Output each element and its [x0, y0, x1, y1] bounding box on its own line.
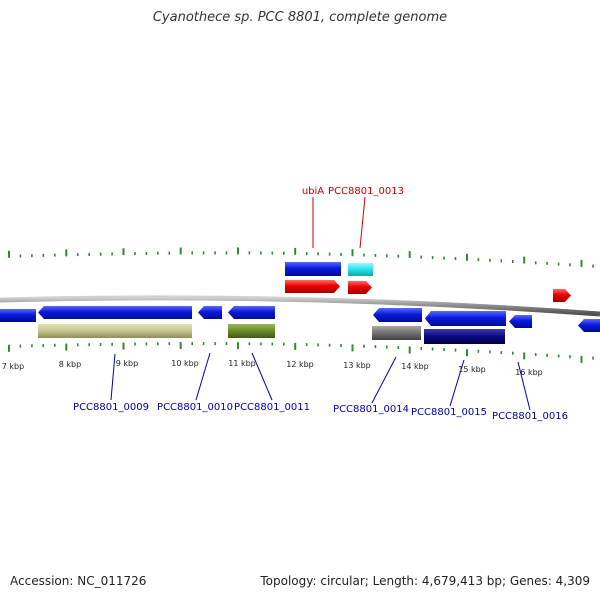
scale-label-11kbp: 11 kbp [228, 359, 256, 368]
leader-PCC8801_0010 [195, 352, 211, 401]
scale-label-14kbp: 14 kbp [401, 362, 429, 371]
gene-PCC8801_0014-region[interactable] [372, 326, 421, 340]
gene-forward-right[interactable] [553, 289, 571, 302]
label-PCC8801_0013[interactable]: PCC8801_0013 [328, 186, 404, 197]
map-title: Cyanothece sp. PCC 8801, complete genome [152, 10, 448, 25]
gene-PCC8801_0016[interactable] [509, 315, 532, 328]
label-PCC8801_0016[interactable]: PCC8801_0016 [492, 411, 568, 422]
reverse-tick-marks [8, 342, 594, 363]
scale-label-12kbp: 12 kbp [286, 360, 314, 369]
gene-PCC8801_0015[interactable] [425, 311, 506, 326]
gene-PCC8801_0014[interactable] [373, 308, 422, 322]
leader-PCC8801_0014 [371, 356, 397, 404]
genome-backbone [0, 295, 600, 317]
gene-PCC8801_0011-region[interactable] [228, 324, 275, 338]
gene-PCC8801_0011[interactable] [228, 306, 275, 319]
gene-PCC8801_0009-region[interactable] [38, 324, 192, 338]
label-PCC8801_0010[interactable]: PCC8801_0010 [157, 402, 233, 413]
scale-label-16kbp: 16 kbp [515, 368, 543, 377]
scale-label-15kbp: 15 kbp [458, 365, 486, 374]
gene-left-edge[interactable] [0, 309, 36, 322]
gene-PCC8801_0013-cds[interactable] [348, 281, 372, 294]
label-ubiA[interactable]: ubiA [302, 186, 324, 197]
leader-PCC8801_0011 [251, 352, 273, 401]
gene-ubiA[interactable] [285, 262, 341, 276]
forward-tick-marks [8, 247, 594, 268]
gene-ubiA-cds[interactable] [285, 280, 340, 293]
scale-label-8kbp: 8 kbp [59, 360, 81, 369]
leader-PCC8801_0013 [359, 196, 366, 249]
label-PCC8801_0015[interactable]: PCC8801_0015 [411, 407, 487, 418]
scale-label-7kbp: 7 kbp [2, 362, 24, 371]
label-PCC8801_0011[interactable]: PCC8801_0011 [234, 402, 310, 413]
gene-PCC8801_0009[interactable] [38, 306, 192, 319]
leader-PCC8801_0015 [449, 359, 465, 407]
gene-PCC8801_0013[interactable] [348, 263, 373, 276]
label-PCC8801_0009[interactable]: PCC8801_0009 [73, 402, 149, 413]
scale-label-13kbp: 13 kbp [343, 361, 371, 370]
gene-PCC8801_0015-region[interactable] [424, 329, 505, 344]
label-PCC8801_0014[interactable]: PCC8801_0014 [333, 404, 409, 415]
scale-label-10kbp: 10 kbp [171, 359, 199, 368]
leader-PCC8801_0016 [517, 361, 531, 411]
gene-PCC8801_0010[interactable] [198, 306, 222, 319]
accession-text: Accession: NC_011726 [10, 574, 147, 588]
gene-right-edge[interactable] [578, 319, 600, 332]
topology-text: Topology: circular; Length: 4,679,413 bp… [260, 574, 590, 588]
scale-label-9kbp: 9 kbp [116, 359, 138, 368]
leader-PCC8801_0009 [110, 353, 116, 401]
